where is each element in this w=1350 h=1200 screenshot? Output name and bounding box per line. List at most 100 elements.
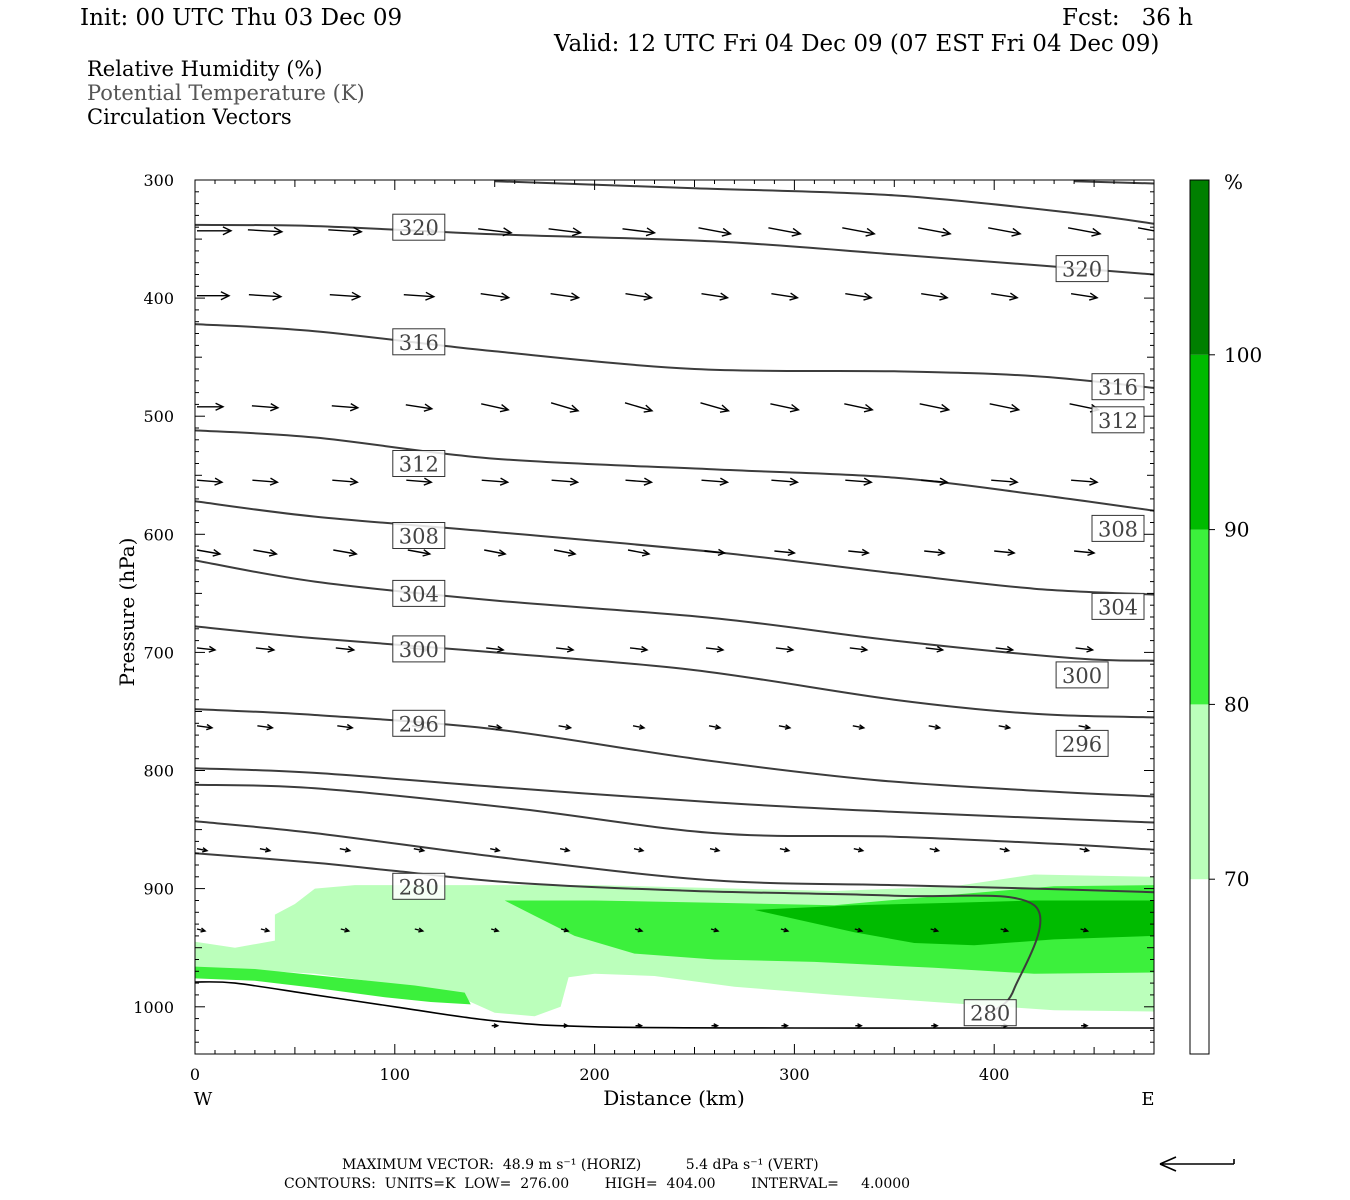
colorbar-unit: %	[1224, 170, 1243, 194]
x-axis-west-label: W	[194, 1089, 213, 1110]
vector-shaft	[481, 479, 508, 483]
vector-head	[939, 292, 949, 301]
colorbar-segment	[1190, 879, 1209, 1054]
contour-label-text: 304	[399, 582, 439, 606]
circulation-vector	[1079, 847, 1091, 853]
circulation-vector	[196, 549, 222, 557]
vector-shaft	[774, 550, 795, 554]
vector-head	[425, 291, 436, 301]
circulation-vector	[481, 403, 510, 413]
forecast-hour: Fcst: 36 h	[1062, 5, 1193, 31]
vector-head	[783, 1023, 789, 1029]
circulation-vector	[928, 724, 942, 730]
circulation-vector	[550, 292, 581, 302]
contour-label-box	[392, 635, 446, 663]
circulation-vector	[332, 477, 359, 486]
vector-head	[495, 724, 503, 731]
vector-head	[563, 1023, 570, 1029]
contour-label-box	[1091, 592, 1145, 620]
legend-potential-temperature: Potential Temperature (K)	[87, 81, 365, 105]
vector-head	[1087, 548, 1096, 557]
theta-contour-292	[195, 767, 1154, 824]
vector-head	[1082, 1023, 1089, 1029]
circulation-vector	[709, 847, 721, 853]
vector-head	[934, 724, 942, 730]
circulation-vector	[701, 292, 730, 301]
circulation-vector	[1067, 227, 1102, 237]
vector-shaft	[701, 293, 728, 299]
vector-head	[564, 847, 571, 853]
vector-head	[494, 847, 501, 853]
vector-head	[569, 477, 580, 486]
circulation-vector	[1137, 227, 1154, 232]
vector-head	[1003, 927, 1010, 933]
contour-label-304: 304	[1091, 592, 1145, 620]
circulation-vector	[995, 645, 1015, 653]
circulation-vector	[845, 292, 873, 301]
vector-shaft	[771, 479, 798, 483]
circulation-vector	[698, 227, 733, 237]
vector-head	[857, 847, 865, 853]
vector-head	[719, 404, 731, 413]
vector-head	[264, 847, 272, 853]
theta-contour-296	[195, 708, 1154, 798]
axis-tick-labels: 300 400 500 600 700 800 900 1000 0 100 200 300 400	[133, 171, 1009, 1084]
vector-head	[208, 645, 217, 653]
circulation-vector	[556, 645, 575, 653]
contour-label-box	[392, 709, 446, 737]
vector-head	[423, 403, 434, 412]
theta-contour-300	[195, 625, 1154, 719]
valid-time: Valid: 12 UTC Fri 04 Dec 09 (07 EST Fri …	[554, 31, 1160, 57]
vector-head	[865, 227, 876, 237]
vector-shaft	[921, 479, 948, 483]
theta-contour-324	[494, 180, 1154, 225]
circulation-vector	[1075, 645, 1095, 653]
vector-head	[266, 723, 274, 731]
vector-shaft	[548, 228, 581, 234]
circulation-vector	[403, 291, 436, 301]
vector-head	[637, 1023, 644, 1029]
circulation-vector	[551, 477, 580, 486]
contour-label-box	[392, 213, 446, 241]
circulation-vector	[842, 227, 876, 237]
theta-contour-316	[195, 323, 1154, 389]
vector-shaft	[332, 479, 358, 483]
vector-shaft	[196, 848, 208, 852]
circulation-vector	[994, 548, 1016, 557]
vector-head	[206, 723, 214, 731]
vector-shaft	[698, 227, 731, 235]
circulation-vector	[853, 847, 865, 853]
vector-shaft	[1074, 550, 1095, 554]
vector-shaft	[625, 293, 652, 299]
vector-head	[349, 477, 359, 486]
vector-head	[566, 645, 575, 653]
vector-head	[784, 724, 792, 730]
vector-head	[267, 645, 276, 653]
circulation-vector	[625, 292, 654, 301]
circulation-vector	[989, 403, 1021, 413]
vector-shaft	[486, 647, 504, 651]
vector-head	[786, 645, 795, 653]
vector-shaft	[339, 848, 350, 852]
reference-vector-arrow	[1159, 1156, 1235, 1172]
contour-label-box	[1091, 514, 1145, 542]
circulation-vector	[768, 227, 802, 237]
x-tick-label: 0	[190, 1065, 200, 1084]
surface-line	[195, 981, 1154, 1029]
x-tick-label: 100	[380, 1065, 411, 1084]
vector-shaft	[770, 403, 799, 411]
circulation-vector	[558, 724, 573, 731]
contour-label-text: 304	[1098, 595, 1138, 619]
vector-head	[933, 847, 941, 853]
colorbar-level-label: 70	[1224, 867, 1249, 891]
vector-shaft	[627, 549, 650, 555]
circulation-vector	[991, 477, 1019, 486]
vector-shaft	[994, 550, 1015, 554]
circulation-vector	[481, 477, 510, 486]
contour-label-296: 296	[1055, 729, 1109, 757]
circulation-vector	[774, 548, 797, 557]
colorbar-level-label: 80	[1224, 692, 1249, 716]
relative-humidity-shading	[195, 874, 1154, 1017]
vector-shaft	[848, 550, 869, 554]
theta-contour-308	[195, 500, 1154, 596]
